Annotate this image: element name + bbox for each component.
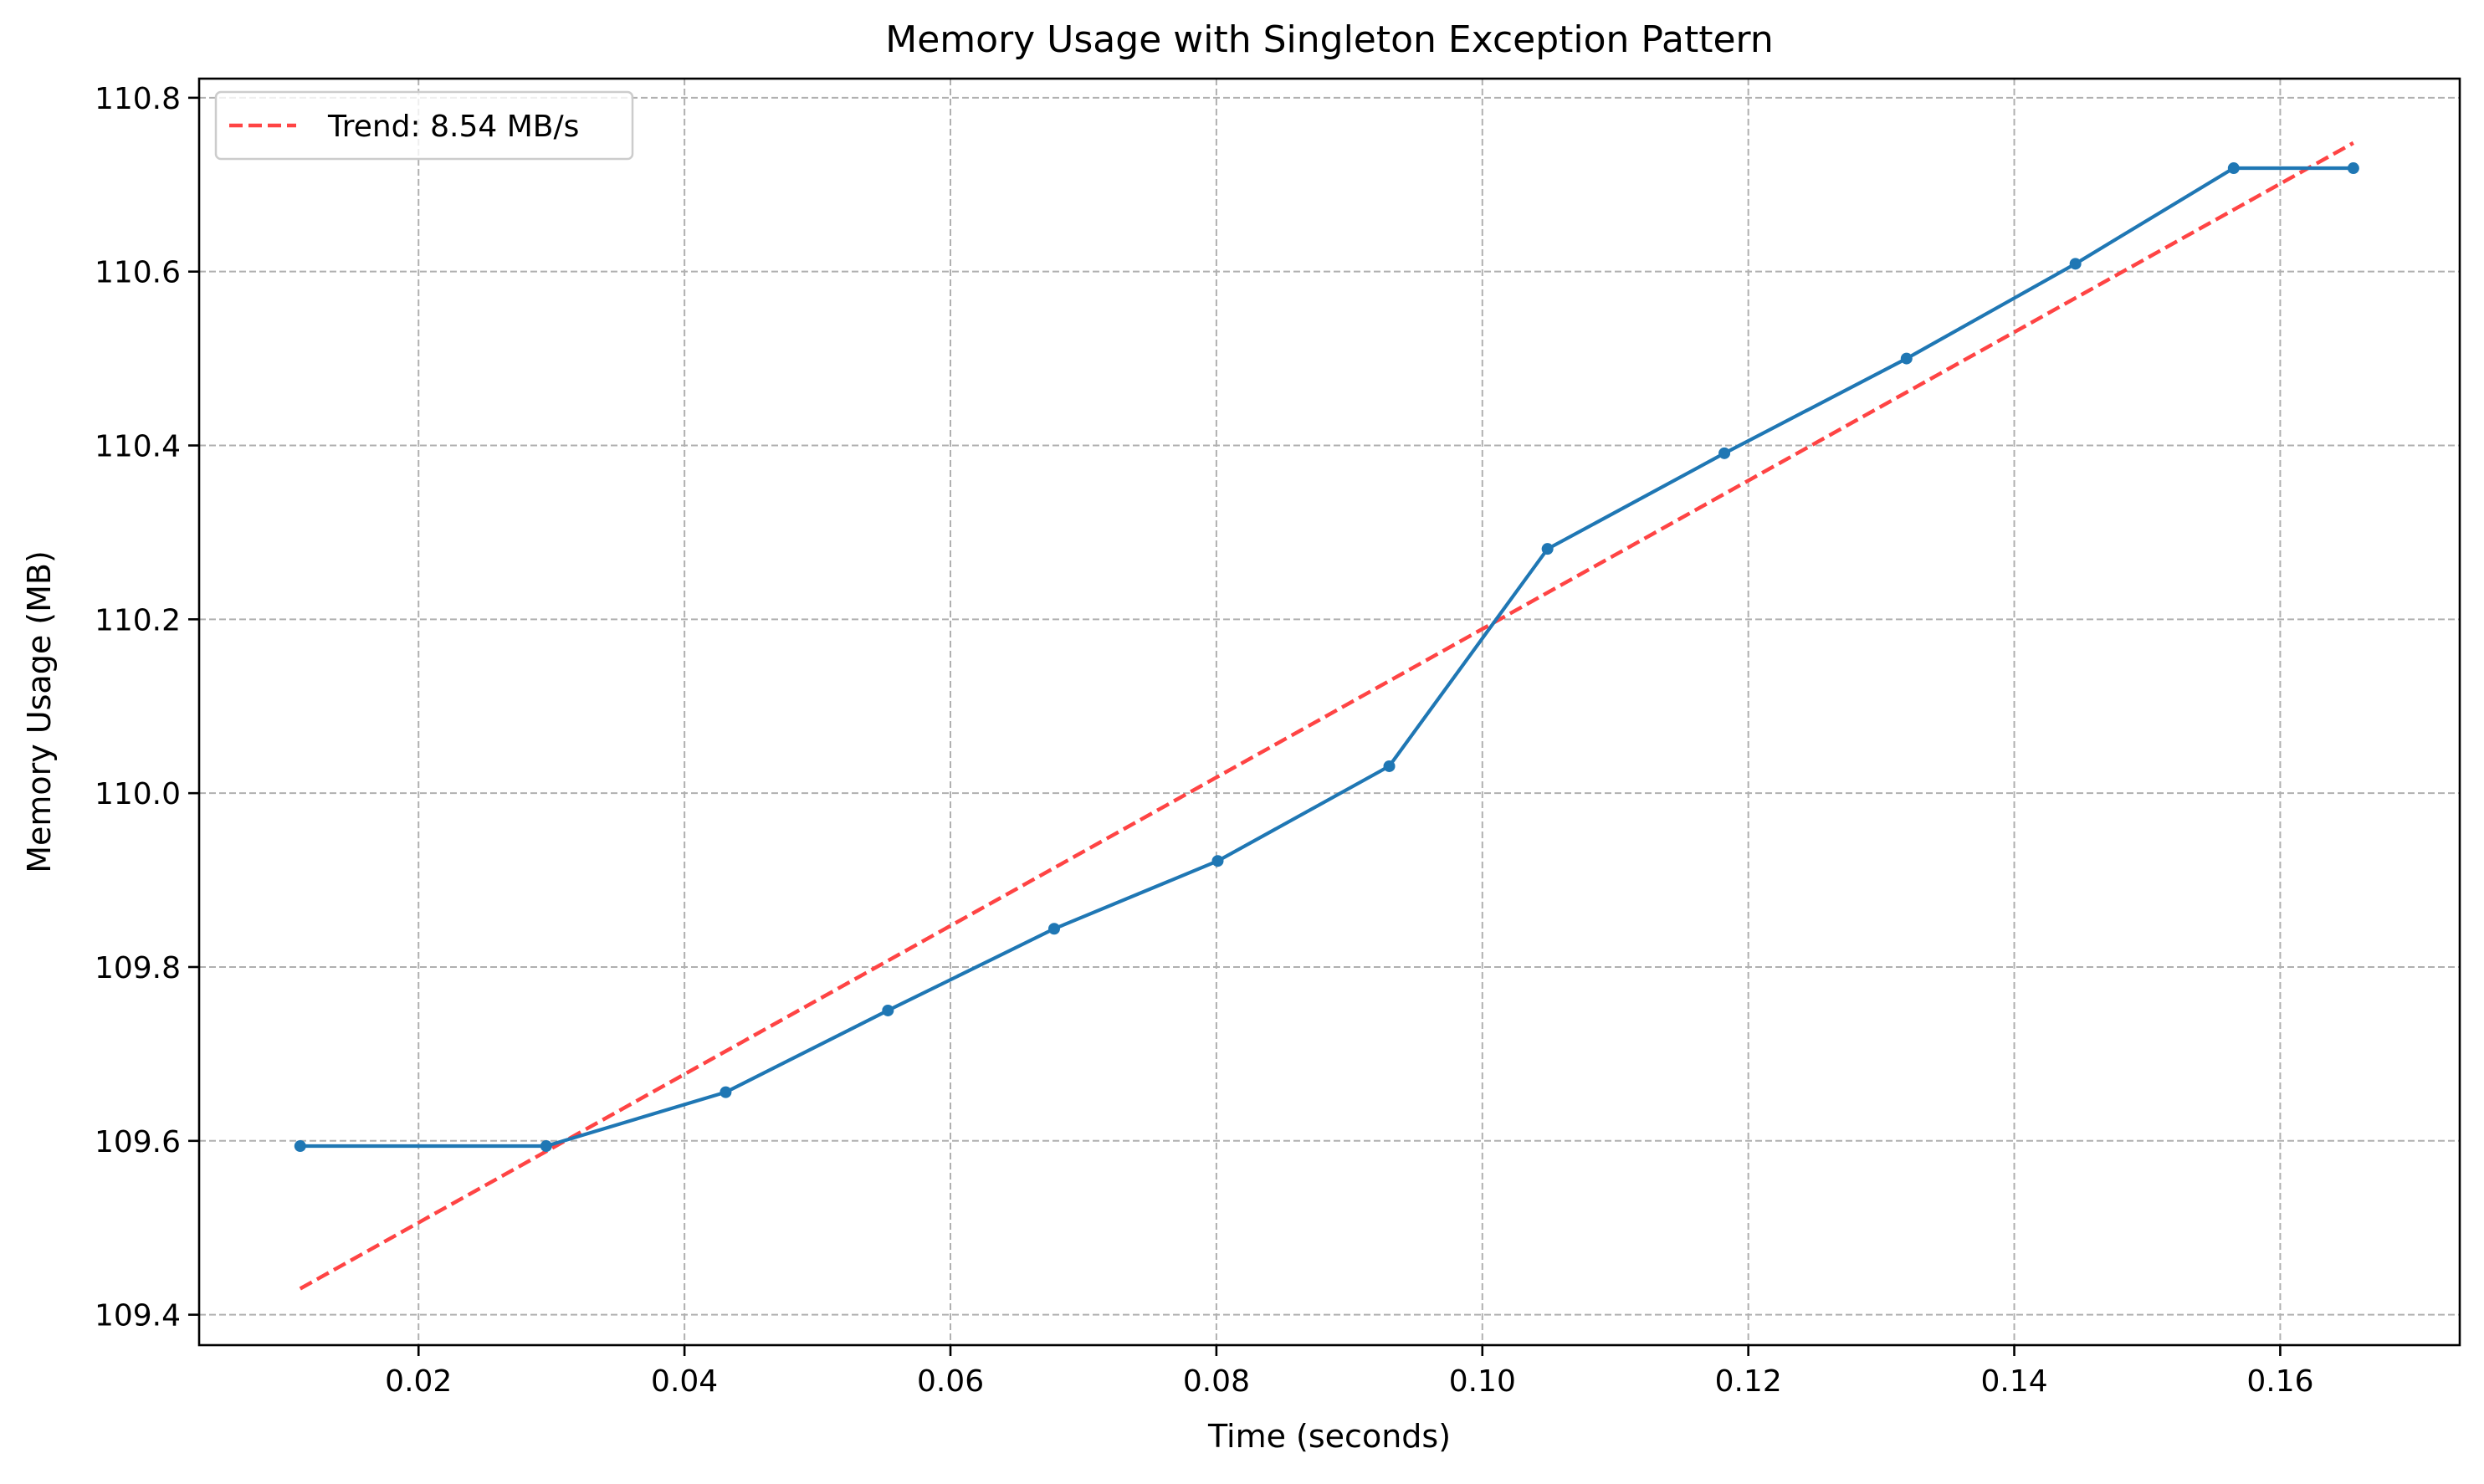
data-point — [294, 1140, 306, 1153]
data-point — [882, 1004, 894, 1016]
y-tick-label: 109.6 — [95, 1125, 181, 1159]
x-axis-label: Time (seconds) — [1207, 1418, 1451, 1455]
y-tick-label: 110.6 — [95, 256, 181, 290]
series-layer — [294, 141, 2359, 1291]
y-tick-label: 109.4 — [95, 1299, 181, 1333]
chart-title: Memory Usage with Singleton Exception Pa… — [885, 18, 1773, 61]
data-point — [1718, 447, 1731, 459]
trend-line — [299, 141, 2354, 1291]
data-point — [1541, 543, 1554, 555]
x-tick-label: 0.04 — [651, 1364, 718, 1399]
ticks: 0.02 0.04 0.06 0.08 0.10 0.12 0.14 0.16 109.4 109… — [95, 82, 2314, 1399]
y-tick-label: 110.2 — [95, 603, 181, 637]
data-point — [2069, 258, 2082, 270]
data-point — [1900, 352, 1913, 365]
plot-frame — [197, 77, 2461, 1347]
data-point — [2227, 162, 2240, 175]
x-tick-label: 0.14 — [1980, 1364, 2047, 1399]
legend-label-trend: Trend: 8.54 MB/s — [327, 110, 579, 144]
data-point — [1211, 855, 1224, 867]
y-tick-label: 110.0 — [95, 777, 181, 811]
y-tick-label: 110.4 — [95, 430, 181, 464]
data-point — [540, 1140, 552, 1153]
legend: Trend: 8.54 MB/s — [214, 90, 634, 161]
x-tick-label: 0.16 — [2246, 1364, 2313, 1399]
data-point — [720, 1086, 732, 1098]
data-point — [2347, 162, 2359, 175]
data-point — [1383, 760, 1396, 772]
y-tick-label: 110.8 — [95, 82, 181, 116]
y-axis-label: Memory Usage (MB) — [21, 550, 58, 873]
legend-box — [214, 90, 634, 161]
x-tick-label: 0.08 — [1183, 1364, 1250, 1399]
data-point — [1047, 923, 1060, 935]
x-tick-label: 0.12 — [1715, 1364, 1782, 1399]
x-tick-label: 0.02 — [385, 1364, 452, 1399]
grid — [199, 79, 2460, 1345]
x-tick-label: 0.06 — [917, 1364, 984, 1399]
y-tick-label: 109.8 — [95, 951, 181, 985]
x-tick-label: 0.10 — [1449, 1364, 1516, 1399]
